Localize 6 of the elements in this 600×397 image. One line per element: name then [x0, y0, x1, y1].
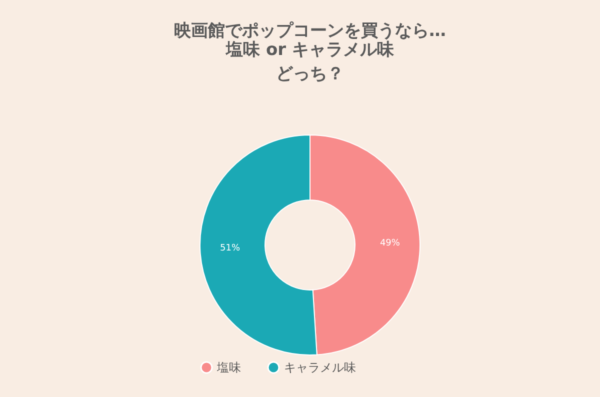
data-label: 51% — [220, 244, 240, 254]
legend-label: キャラメル味 — [284, 360, 356, 375]
chart-title: 映画館でポップコーンを買うなら… — [174, 21, 446, 41]
chart-subtitle: 塩味 or キャラメル味どっち？ — [225, 40, 395, 84]
data-label: 49% — [380, 238, 400, 248]
legend-label: 塩味 — [216, 360, 241, 375]
